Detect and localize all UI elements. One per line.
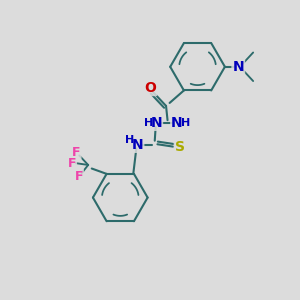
Text: F: F [68,157,76,170]
Text: H: H [144,118,153,128]
Text: O: O [144,81,156,95]
Text: N: N [132,138,143,152]
Text: N: N [171,116,183,130]
Text: N: N [232,60,244,74]
Text: N: N [150,116,162,130]
Text: F: F [74,170,83,183]
Text: F: F [72,146,80,159]
Text: H: H [181,118,190,128]
Text: S: S [175,140,185,154]
Text: H: H [124,135,134,145]
